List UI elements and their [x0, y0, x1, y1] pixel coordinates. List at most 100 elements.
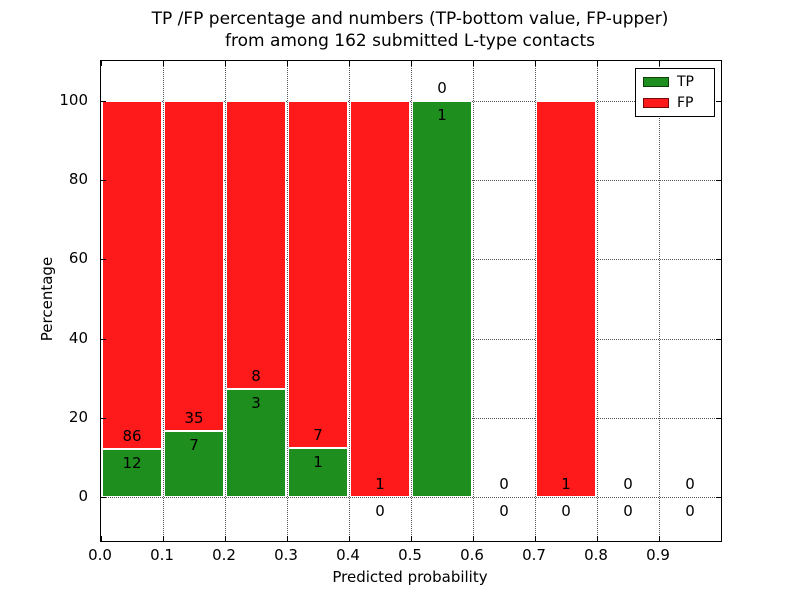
fp-count-label: 0	[499, 475, 509, 494]
y-tick-mark	[101, 100, 106, 102]
legend-entry: FP	[643, 96, 707, 110]
x-tick-mark	[535, 536, 536, 541]
y-tick-label: 60	[68, 249, 88, 268]
y-tick-mark-right	[716, 338, 721, 340]
tp-bar-segment	[102, 448, 162, 498]
tp-bar-segment	[288, 447, 348, 498]
fp-count-label: 8	[251, 367, 261, 386]
y-tick-mark-right	[716, 100, 721, 102]
x-tick-mark-top	[473, 61, 474, 66]
x-tick-label: 0.8	[584, 546, 608, 564]
tp-count-label: 0	[499, 502, 509, 521]
y-axis-label: Percentage	[38, 256, 56, 342]
gridline-vertical	[163, 61, 164, 541]
chart-title: TP /FP percentage and numbers (TP-bottom…	[100, 8, 720, 52]
legend-entry-label: FP	[677, 95, 694, 111]
gridline-vertical	[659, 61, 660, 541]
fp-count-label: 0	[685, 475, 695, 494]
legend: TP FP	[635, 68, 715, 117]
y-tick-mark-right	[716, 497, 721, 499]
x-tick-mark	[659, 536, 660, 541]
y-tick-mark	[101, 418, 106, 420]
x-tick-mark	[411, 536, 412, 541]
x-tick-mark-top	[659, 61, 660, 66]
fp-bar-segment	[102, 100, 162, 449]
tp-count-label: 0	[685, 502, 695, 521]
gridline-vertical	[287, 61, 288, 541]
y-tick-label: 0	[78, 487, 88, 506]
x-tick-mark-top	[163, 61, 164, 66]
chart-title-line2: from among 162 submitted L-type contacts	[224, 31, 595, 51]
y-tick-mark-right	[716, 418, 721, 420]
legend-entry: TP	[643, 75, 707, 89]
gridline-horizontal	[101, 497, 721, 499]
gridline-vertical	[597, 61, 598, 541]
x-tick-mark	[287, 536, 288, 541]
gridline-horizontal	[101, 338, 721, 340]
gridline-vertical	[535, 61, 536, 541]
x-tick-mark-top	[411, 61, 412, 66]
tp-count-label: 7	[189, 436, 199, 455]
fp-count-label: 1	[561, 475, 571, 494]
tp-legend-swatch	[643, 77, 669, 87]
gridline-horizontal	[101, 100, 721, 102]
fp-count-label: 35	[184, 409, 204, 428]
x-tick-mark-top	[101, 61, 102, 66]
fp-count-label: 7	[313, 425, 323, 444]
chart-title-line1: TP /FP percentage and numbers (TP-bottom…	[151, 9, 669, 29]
fp-bar-segment	[536, 100, 596, 498]
y-tick-label: 20	[68, 408, 88, 427]
fp-legend-swatch	[643, 98, 669, 108]
legend-entry-label: TP	[677, 74, 694, 90]
x-tick-mark	[101, 536, 102, 541]
x-tick-label: 0.9	[646, 546, 670, 564]
y-tick-label: 100	[59, 90, 88, 109]
tp-count-label: 0	[561, 502, 571, 521]
tp-bar-segment	[412, 100, 472, 498]
gridline-horizontal	[101, 418, 721, 420]
gridline-horizontal	[101, 259, 721, 261]
x-tick-label: 0.1	[150, 546, 174, 564]
x-tick-mark	[349, 536, 350, 541]
gridline-horizontal	[101, 180, 721, 181]
fp-count-label: 0	[623, 475, 633, 494]
x-tick-label: 0.7	[522, 546, 546, 564]
tp-count-label: 0	[623, 502, 633, 521]
x-tick-label: 0.4	[336, 546, 360, 564]
x-tick-mark-top	[349, 61, 350, 66]
tp-count-label: 0	[375, 502, 385, 521]
gridline-vertical	[349, 61, 350, 541]
fp-count-label: 0	[437, 78, 447, 97]
y-tick-mark-right	[716, 180, 721, 181]
y-tick-mark	[101, 180, 106, 181]
y-tick-mark	[101, 497, 106, 499]
x-tick-label: 0.5	[398, 546, 422, 564]
x-tick-label: 0.3	[274, 546, 298, 564]
x-tick-mark-top	[597, 61, 598, 66]
x-axis-label: Predicted probability	[332, 568, 488, 586]
x-tick-mark	[225, 536, 226, 541]
tp-bar-segment	[164, 431, 224, 498]
tp-count-label: 1	[437, 105, 447, 124]
fp-bar-segment	[164, 100, 224, 432]
x-tick-label: 0.2	[212, 546, 236, 564]
gridline-vertical	[411, 61, 412, 541]
tp-bar-segment	[226, 389, 286, 498]
x-tick-mark-top	[225, 61, 226, 66]
plot-area: 86 12 35 7 8 3 7 1 1 0 0 1 0 0 1 0 0 0 0 0 TP FP	[100, 60, 722, 542]
x-tick-mark-top	[535, 61, 536, 66]
y-tick-mark-right	[716, 259, 721, 261]
fp-bar-segment	[288, 100, 348, 448]
x-tick-mark-top	[287, 61, 288, 66]
fp-count-label: 1	[375, 475, 385, 494]
gridline-vertical	[473, 61, 474, 541]
gridline-vertical	[225, 61, 226, 541]
tp-count-label: 12	[122, 453, 142, 472]
x-tick-label: 0.0	[88, 546, 112, 564]
fp-bar-segment	[350, 100, 410, 498]
y-tick-mark	[101, 338, 106, 340]
tp-count-label: 1	[313, 452, 323, 471]
tp-count-label: 3	[251, 394, 261, 413]
x-tick-mark	[473, 536, 474, 541]
